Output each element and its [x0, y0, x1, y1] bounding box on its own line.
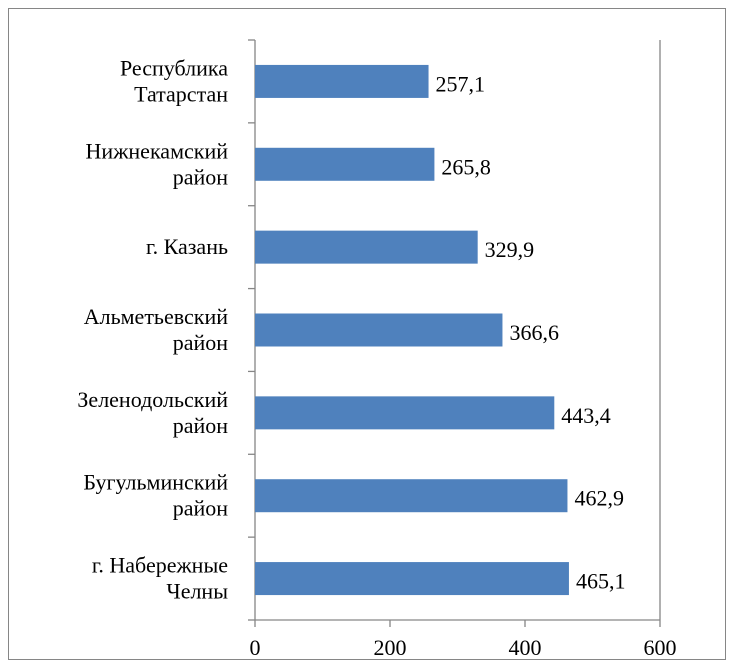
x-tick-label: 0 [250, 635, 261, 660]
x-tick-label: 200 [374, 635, 407, 660]
value-label: 257,1 [436, 71, 486, 96]
bar [255, 147, 435, 181]
bar [255, 230, 478, 264]
x-tick-label: 400 [509, 635, 542, 660]
value-label: 462,9 [574, 486, 624, 511]
bar [255, 313, 503, 347]
value-label: 265,8 [441, 154, 491, 179]
value-label: 443,4 [561, 403, 611, 428]
y-tick-label: Альметьевский район [84, 304, 228, 355]
value-label: 329,9 [485, 237, 535, 262]
y-tick-label: Бугульминский район [83, 470, 228, 521]
y-tick-label: Республика Татарстан [120, 55, 228, 106]
bar [255, 479, 568, 513]
y-tick-label: г. Набережные Челны [92, 553, 228, 604]
y-tick-label: Зеленодольский район [77, 387, 228, 438]
value-label: 366,6 [509, 320, 558, 345]
y-tick-label: г. Казань [146, 234, 228, 259]
bar [255, 396, 555, 430]
bar [255, 64, 429, 98]
bar [255, 562, 569, 596]
value-label: 465,1 [576, 569, 626, 594]
y-tick-label: Нижнекамский район [86, 138, 229, 189]
x-tick-label: 600 [644, 635, 677, 660]
